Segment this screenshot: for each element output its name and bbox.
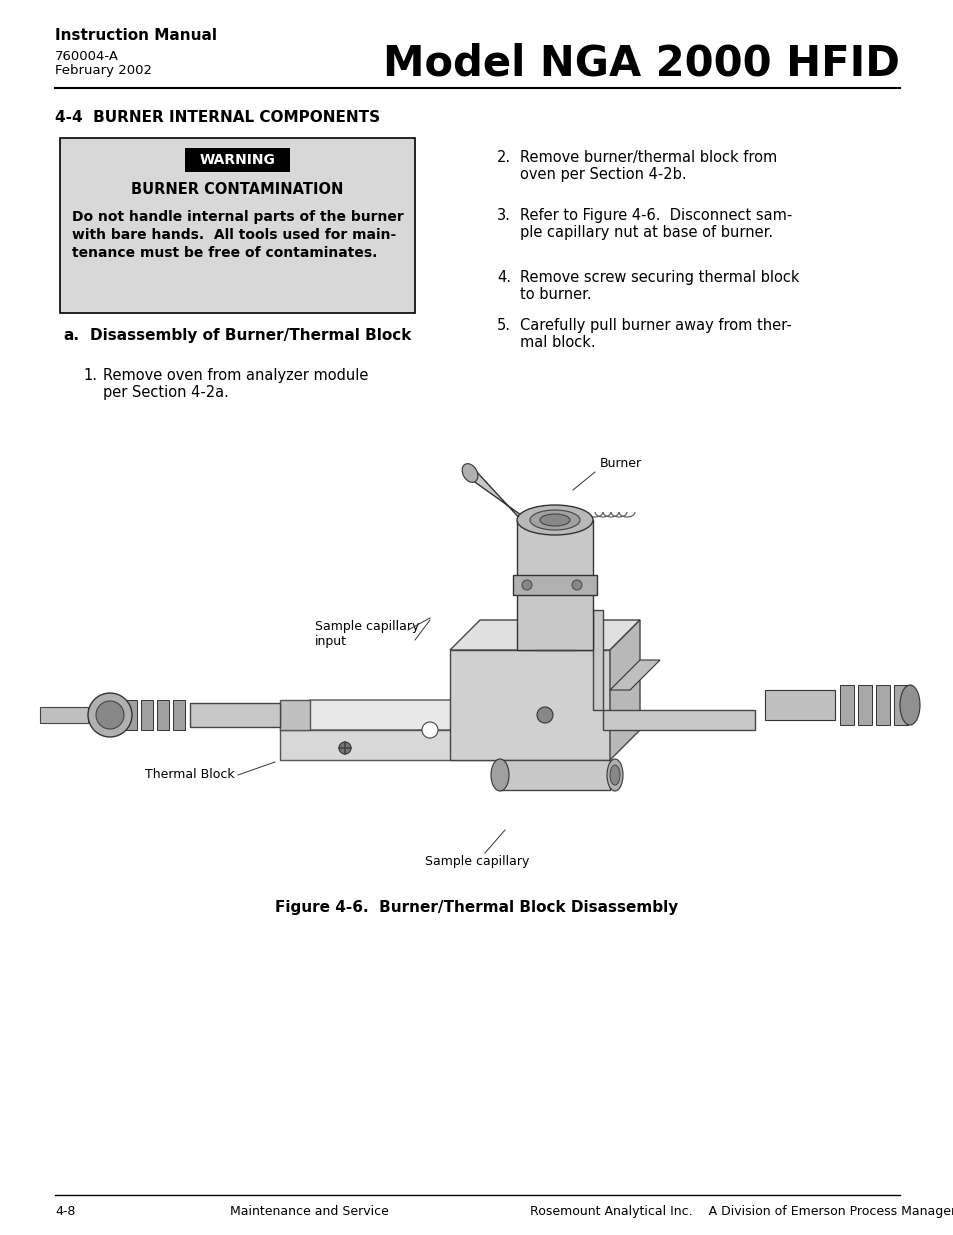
Ellipse shape	[899, 685, 919, 725]
Text: with bare hands.  All tools used for main-: with bare hands. All tools used for main…	[71, 228, 395, 242]
Polygon shape	[609, 659, 659, 690]
Ellipse shape	[539, 514, 569, 526]
Text: BURNER CONTAMINATION: BURNER CONTAMINATION	[132, 182, 343, 198]
Text: Model NGA 2000 HFID: Model NGA 2000 HFID	[383, 42, 899, 84]
Text: Refer to Figure 4-6.  Disconnect sam-
ple capillary nut at base of burner.: Refer to Figure 4-6. Disconnect sam- ple…	[519, 207, 791, 241]
Polygon shape	[172, 700, 185, 730]
Text: Remove burner/thermal block from
oven per Section 4-2b.: Remove burner/thermal block from oven pe…	[519, 149, 777, 183]
Ellipse shape	[606, 760, 622, 790]
Ellipse shape	[461, 463, 477, 483]
Text: Burner: Burner	[599, 457, 641, 471]
Text: Sample capillary
input: Sample capillary input	[314, 620, 419, 648]
Text: Remove screw securing thermal block
to burner.: Remove screw securing thermal block to b…	[519, 270, 799, 303]
Text: Disassembly of Burner/Thermal Block: Disassembly of Burner/Thermal Block	[90, 329, 411, 343]
Ellipse shape	[491, 760, 509, 790]
Polygon shape	[609, 620, 639, 760]
Text: Rosemount Analytical Inc.    A Division of Emerson Process Management: Rosemount Analytical Inc. A Division of …	[530, 1205, 953, 1218]
Text: tenance must be free of contaminates.: tenance must be free of contaminates.	[71, 246, 377, 261]
Text: 4.: 4.	[497, 270, 511, 285]
Text: Sample capillary: Sample capillary	[424, 855, 529, 868]
Text: Remove oven from analyzer module
per Section 4-2a.: Remove oven from analyzer module per Sec…	[103, 368, 368, 400]
Text: February 2002: February 2002	[55, 64, 152, 77]
Text: Thermal Block: Thermal Block	[145, 768, 234, 781]
Polygon shape	[450, 650, 609, 760]
Polygon shape	[157, 700, 169, 730]
Polygon shape	[141, 700, 152, 730]
Polygon shape	[875, 685, 889, 725]
Bar	[185, 148, 290, 172]
Bar	[60, 138, 415, 312]
Circle shape	[537, 706, 553, 722]
Circle shape	[96, 701, 124, 729]
Polygon shape	[840, 685, 853, 725]
Polygon shape	[280, 700, 639, 730]
Circle shape	[572, 580, 581, 590]
Text: Do not handle internal parts of the burner: Do not handle internal parts of the burn…	[71, 210, 403, 224]
Polygon shape	[764, 690, 834, 720]
Text: Instruction Manual: Instruction Manual	[55, 28, 216, 43]
Text: 5.: 5.	[497, 317, 511, 333]
Polygon shape	[280, 700, 310, 730]
Polygon shape	[125, 700, 137, 730]
Text: 4-8: 4-8	[55, 1205, 75, 1218]
Polygon shape	[450, 620, 639, 650]
Polygon shape	[593, 610, 754, 730]
Polygon shape	[893, 685, 907, 725]
Polygon shape	[280, 730, 609, 760]
Polygon shape	[464, 471, 535, 535]
Ellipse shape	[517, 505, 593, 535]
Text: 1.: 1.	[83, 368, 97, 383]
Text: 760004-A: 760004-A	[55, 49, 119, 63]
Polygon shape	[190, 703, 280, 727]
Text: Maintenance and Service: Maintenance and Service	[230, 1205, 389, 1218]
Text: Figure 4-6.  Burner/Thermal Block Disassembly: Figure 4-6. Burner/Thermal Block Disasse…	[275, 900, 678, 915]
Text: 2.: 2.	[497, 149, 511, 165]
Polygon shape	[513, 576, 597, 595]
Text: Carefully pull burner away from ther-
mal block.: Carefully pull burner away from ther- ma…	[519, 317, 791, 351]
Text: WARNING: WARNING	[199, 153, 275, 167]
Text: 3.: 3.	[497, 207, 511, 224]
Polygon shape	[857, 685, 871, 725]
Text: 4-4  BURNER INTERNAL COMPONENTS: 4-4 BURNER INTERNAL COMPONENTS	[55, 110, 379, 125]
Circle shape	[521, 580, 532, 590]
Polygon shape	[517, 520, 593, 650]
Text: a.: a.	[63, 329, 79, 343]
Polygon shape	[499, 760, 609, 790]
Circle shape	[338, 742, 351, 755]
Polygon shape	[40, 706, 88, 722]
Circle shape	[421, 722, 437, 739]
Ellipse shape	[609, 764, 619, 785]
Ellipse shape	[530, 510, 579, 530]
Circle shape	[88, 693, 132, 737]
